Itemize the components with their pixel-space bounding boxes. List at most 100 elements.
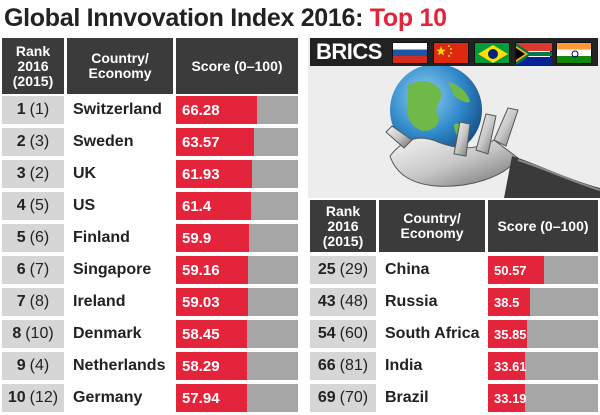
country-label: US: [67, 192, 173, 220]
score-bar: 63.57: [176, 128, 254, 156]
rank-2016: 43: [317, 293, 336, 310]
brics-rank-header-line1: Rank: [325, 202, 361, 219]
brics-country-header-line1: Country/: [403, 210, 461, 226]
brics-rank-header: Rank 2016 (2015): [310, 200, 376, 252]
rank-2015: (7): [29, 261, 50, 278]
china-flag-icon: [433, 42, 469, 64]
chart-title: Global Innvovation Index 2016: Top 10: [4, 2, 447, 34]
south-africa-flag-icon: [515, 42, 552, 65]
brics-score-header: Score (0–100): [488, 200, 598, 252]
country-label: Switzerland: [67, 96, 173, 124]
rank-2015: (6): [29, 229, 50, 246]
score-bar: 33.61: [488, 352, 527, 380]
rank-cell: 7 (8): [2, 288, 64, 316]
country-header-line2: Economy: [88, 65, 152, 81]
rank-2016: 66: [317, 357, 336, 374]
score-track: 59.03: [176, 288, 298, 316]
rank-2015: (1): [29, 101, 50, 118]
score-bar: 58.45: [176, 320, 248, 348]
rank-header-line2: 2016: [17, 57, 49, 74]
country-label: Russia: [379, 288, 485, 316]
country-label: India: [379, 352, 485, 380]
score-track: 61.93: [176, 160, 298, 188]
score-bar: 33.19: [488, 384, 527, 412]
score-bar: 50.57: [488, 256, 544, 284]
brics-label: BRICS: [316, 39, 382, 64]
score-track: 63.57: [176, 128, 298, 156]
rank-cell: 5 (6): [2, 224, 64, 252]
rank-2015: (3): [29, 133, 50, 150]
rank-2016: 25: [317, 261, 336, 278]
country-label: UK: [67, 160, 173, 188]
rank-2016: 8: [12, 325, 22, 342]
brics-score-header-label: Score (0–100): [497, 217, 589, 234]
rank-2016: 10: [7, 389, 26, 406]
rank-cell: 43 (48): [310, 288, 376, 316]
rank-2016: 9: [16, 357, 26, 374]
score-track: 35.85: [488, 320, 598, 348]
score-bar: 38.5: [488, 288, 531, 316]
rank-cell: 25 (29): [310, 256, 376, 284]
rank-header: Rank 2016 (2015): [2, 38, 64, 94]
score-bar: 61.93: [176, 160, 252, 188]
rank-cell: 8 (10): [2, 320, 64, 348]
rank-cell: 10 (12): [2, 384, 64, 412]
rank-cell: 9 (4): [2, 352, 64, 380]
rank-cell: 3 (2): [2, 160, 64, 188]
brics-rank-header-line2: 2016: [327, 217, 359, 234]
rank-2015: (70): [339, 389, 369, 406]
rank-cell: 4 (5): [2, 192, 64, 220]
score-header: Score (0–100): [176, 38, 298, 94]
rank-2016: 3: [16, 165, 26, 182]
country-label: Netherlands: [67, 352, 173, 380]
score-bar: 57.94: [176, 384, 247, 412]
india-flag-icon: [556, 42, 592, 64]
score-track: 66.28: [176, 96, 298, 124]
country-label: Finland: [67, 224, 173, 252]
rank-2015: (60): [339, 325, 369, 342]
rank-cell: 1 (1): [2, 96, 64, 124]
rank-header-line3: (2015): [12, 72, 54, 89]
score-header-label: Score (0–100): [191, 57, 283, 74]
country-label: Ireland: [67, 288, 173, 316]
score-track: 61.4: [176, 192, 298, 220]
score-bar: 35.85: [488, 320, 528, 348]
score-track: 59.16: [176, 256, 298, 284]
score-track: 38.5: [488, 288, 598, 316]
rank-2015: (4): [29, 357, 50, 374]
rank-2015: (29): [339, 261, 369, 278]
country-label: Brazil: [379, 384, 485, 412]
country-header-line1: Country/: [91, 50, 149, 66]
score-track: 58.29: [176, 352, 298, 380]
rank-2016: 69: [317, 389, 336, 406]
score-bar: 59.9: [176, 224, 250, 252]
rank-2015: (2): [29, 165, 50, 182]
country-label: South Africa: [379, 320, 485, 348]
score-track: 58.45: [176, 320, 298, 348]
rank-cell: 54 (60): [310, 320, 376, 348]
rank-2016: 6: [16, 261, 26, 278]
rank-2015: (48): [339, 293, 369, 310]
score-bar: 66.28: [176, 96, 257, 124]
country-label: Denmark: [67, 320, 173, 348]
country-label: Singapore: [67, 256, 173, 284]
country-label: China: [379, 256, 485, 284]
rank-cell: 2 (3): [2, 128, 64, 156]
title-accent: Top 10: [369, 4, 447, 32]
rank-2016: 1: [16, 101, 26, 118]
rank-2015: (12): [29, 389, 59, 406]
rank-2016: 5: [16, 229, 26, 246]
title-main: Global Innvovation Index 2016:: [4, 4, 370, 32]
rank-2016: 4: [16, 197, 26, 214]
country-label: Sweden: [67, 128, 173, 156]
rank-2015: (8): [29, 293, 50, 310]
rank-2015: (81): [339, 357, 369, 374]
rank-2015: (10): [25, 325, 54, 342]
country-label: Germany: [67, 384, 173, 412]
score-bar: 58.29: [176, 352, 248, 380]
rank-header-line1: Rank: [15, 42, 51, 59]
brics-rank-header-line3: (2015): [322, 232, 364, 249]
rank-2016: 2: [16, 133, 26, 150]
rank-2016: 54: [317, 325, 336, 342]
score-track: 33.61: [488, 352, 598, 380]
